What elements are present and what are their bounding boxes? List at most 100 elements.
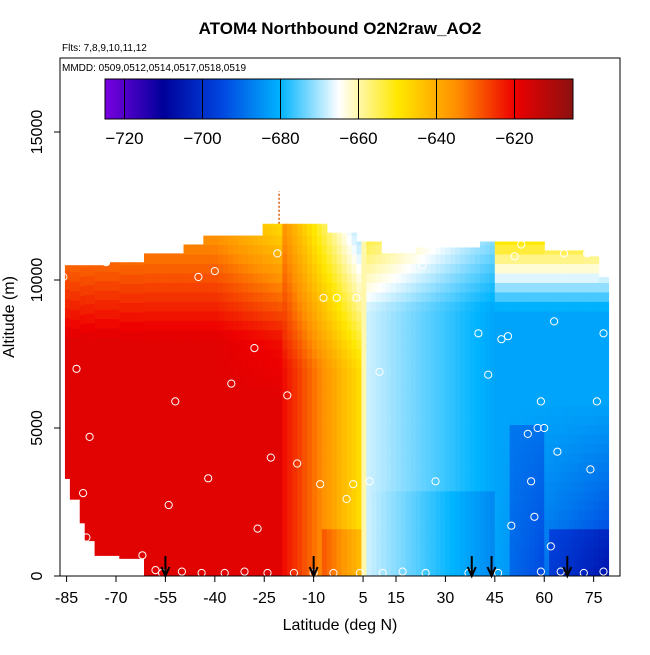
heatmap-cell (529, 377, 535, 388)
heatmap-cell (435, 490, 442, 501)
heatmap-cell (598, 557, 605, 568)
heatmap-cell (168, 291, 175, 302)
heatmap-cell (371, 405, 377, 416)
heatmap-cell (257, 291, 264, 302)
heatmap-cell (391, 272, 397, 283)
heatmap-cell (292, 253, 298, 265)
heatmap-cell (381, 348, 387, 359)
heatmap-cell (134, 302, 140, 313)
heatmap-cell (272, 528, 279, 539)
heatmap-cell (583, 547, 590, 558)
heatmap-cell (603, 386, 610, 397)
heatmap-cell (74, 413, 81, 424)
heatmap-cell (198, 462, 204, 473)
heatmap-cell (79, 446, 86, 458)
heatmap-cell (79, 503, 86, 514)
heatmap-cell (252, 253, 259, 265)
heatmap-cell (484, 320, 491, 331)
heatmap-cell (208, 301, 214, 312)
heatmap-cell (267, 329, 274, 340)
heatmap-cell (425, 509, 432, 520)
heatmap-cell (292, 348, 298, 359)
heatmap-cell (588, 358, 595, 369)
heatmap-cell (509, 348, 516, 359)
heatmap-cell (578, 557, 585, 568)
heatmap-cell (223, 405, 229, 416)
heatmap-cell (366, 329, 372, 340)
heatmap-cell (405, 291, 412, 302)
heatmap-cell (494, 272, 501, 283)
sample-point (342, 494, 351, 504)
heatmap-cell (460, 386, 466, 397)
heatmap-cell (484, 396, 491, 407)
heatmap-cell (94, 290, 101, 301)
heatmap-cell (134, 510, 140, 521)
heatmap-cell (430, 538, 437, 549)
heatmap-cell (114, 299, 120, 310)
heatmap-cell (420, 538, 427, 549)
heatmap-cell (109, 488, 115, 500)
heatmap-cell (124, 510, 130, 521)
heatmap-cell (568, 405, 575, 416)
heatmap-cell (386, 263, 392, 274)
heatmap-cell (465, 386, 471, 397)
heatmap-cell (213, 320, 219, 331)
heatmap-cell (425, 443, 432, 454)
heatmap-cell (583, 443, 590, 454)
heatmap-cell (242, 301, 249, 312)
heatmap-cell (425, 386, 432, 397)
heatmap-cell (435, 320, 442, 331)
heatmap-cell (89, 265, 96, 276)
heatmap-cell (420, 247, 427, 255)
heatmap-cell (524, 282, 531, 293)
heatmap-cell (173, 414, 180, 426)
heatmap-cell (257, 481, 264, 492)
heatmap-cell (430, 377, 437, 388)
heatmap-cell (198, 339, 204, 350)
heatmap-cell (99, 470, 106, 481)
heatmap-cell (84, 265, 91, 276)
heatmap-cell (475, 358, 481, 369)
heatmap-cell (593, 414, 600, 426)
heatmap-cell (178, 367, 185, 378)
heatmap-cell (480, 253, 486, 265)
heatmap-cell (272, 310, 279, 321)
heatmap-cell (168, 282, 175, 293)
heatmap-cell (321, 358, 328, 369)
heatmap-cell (84, 398, 91, 409)
heatmap-cell (415, 490, 422, 501)
heatmap-cell (173, 528, 180, 539)
heatmap-cell (69, 404, 76, 415)
heatmap-cell (94, 327, 101, 339)
heatmap-cell (84, 275, 91, 286)
sample-point (398, 567, 407, 576)
heatmap-cell (598, 310, 605, 321)
heatmap-cell (153, 509, 160, 520)
heatmap-cell (158, 500, 165, 511)
heatmap-cell (109, 536, 115, 547)
heatmap-cell (178, 500, 185, 511)
heatmap-cell (228, 481, 234, 492)
heatmap-cell (316, 547, 323, 558)
heatmap-cell (129, 539, 135, 550)
heatmap-cell (139, 321, 145, 332)
heatmap-cell (475, 301, 481, 312)
heatmap-cell (237, 339, 244, 350)
heatmap-cell (588, 519, 595, 530)
sample-point (250, 344, 259, 353)
heatmap-cell (287, 291, 293, 302)
sample-point (546, 542, 555, 551)
heatmap-cell (134, 368, 140, 379)
heatmap-cell (529, 547, 535, 558)
heatmap-cell (356, 367, 363, 378)
heatmap-cell (139, 264, 145, 275)
heatmap-cell (578, 471, 585, 482)
heatmap-cell (104, 280, 111, 291)
heatmap-cell (228, 443, 234, 454)
heatmap-cell (321, 547, 328, 558)
heatmap-cell (297, 471, 303, 482)
heatmap-cell (99, 265, 106, 272)
heatmap-cell (158, 253, 165, 265)
heatmap-cell (396, 528, 402, 539)
sample-point (494, 568, 503, 578)
